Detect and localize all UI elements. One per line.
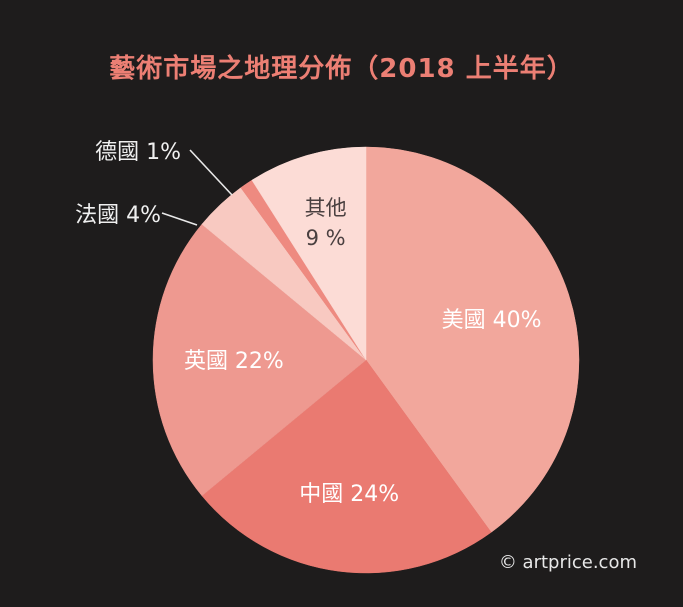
callout-line-德國 xyxy=(189,149,233,196)
callout-line-法國 xyxy=(161,212,198,226)
pie-slice-英國 xyxy=(152,223,367,497)
slice-label-美國: 美國 40% xyxy=(442,308,542,333)
chart-title: 藝術市場之地理分佈（2018 上半年） xyxy=(109,54,574,84)
slice-label-中國: 中國 24% xyxy=(299,482,399,507)
slice-label-其他: 其他 9 % xyxy=(305,196,347,250)
slice-label-法國: 法國 4% xyxy=(75,203,161,228)
pie-slice-其他 xyxy=(251,146,367,361)
slice-label-英國: 英國 22% xyxy=(184,349,284,374)
slice-label-德國: 德國 1% xyxy=(95,140,181,165)
copyright-text: © artprice.com xyxy=(498,552,637,573)
pie-slice-美國 xyxy=(365,146,580,533)
pie-slice-中國 xyxy=(201,359,492,574)
